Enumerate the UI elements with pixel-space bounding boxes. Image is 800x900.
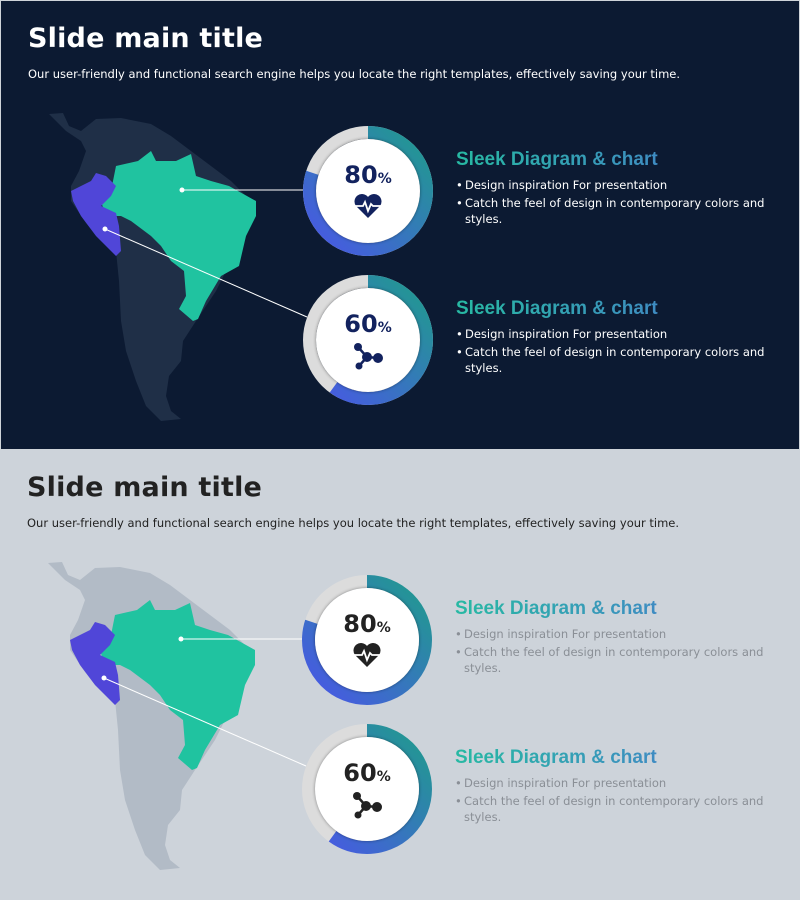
heart-pulse-icon bbox=[353, 643, 381, 667]
percent-value: 80% bbox=[343, 610, 391, 638]
progress-ring-track bbox=[302, 575, 432, 705]
bullet-item: Catch the feel of design in contemporary… bbox=[455, 644, 775, 676]
marker-dot-peru bbox=[102, 226, 108, 232]
south-america-map bbox=[48, 562, 307, 870]
peru-shape bbox=[71, 173, 121, 256]
info-heading: Sleek Diagram & chart bbox=[456, 298, 776, 320]
bullet-item: Catch the feel of design in contemporary… bbox=[456, 344, 776, 376]
progress-ring-center: 80% bbox=[316, 139, 420, 243]
progress-ring: 80% bbox=[303, 126, 433, 256]
info-heading: Sleek Diagram & chart bbox=[455, 598, 775, 620]
progress-ring-fill bbox=[302, 724, 432, 854]
slide-1: Slide main title Our user-friendly and f… bbox=[0, 0, 800, 450]
south-america-map bbox=[49, 113, 308, 421]
brazil-shape bbox=[101, 151, 256, 321]
percent-value: 80% bbox=[344, 161, 392, 189]
progress-ring-fill bbox=[303, 275, 433, 405]
slide-subtitle: Our user-friendly and functional search … bbox=[28, 67, 681, 81]
bullet-list: Design inspiration For presentation Catch… bbox=[456, 326, 776, 376]
bullet-item: Design inspiration For presentation bbox=[456, 326, 776, 342]
connector-line-peru bbox=[103, 677, 307, 767]
percent-value: 60% bbox=[344, 310, 392, 338]
peru-shape bbox=[70, 622, 120, 705]
info-block: Sleek Diagram & chart Design inspiration… bbox=[456, 298, 776, 378]
slide-title: Slide main title bbox=[27, 472, 263, 503]
progress-ring: 80% bbox=[302, 575, 432, 705]
molecule-icon bbox=[354, 343, 383, 370]
slide-subtitle: Our user-friendly and functional search … bbox=[27, 516, 680, 530]
slide-title: Slide main title bbox=[28, 23, 264, 54]
info-heading: Sleek Diagram & chart bbox=[456, 149, 776, 171]
progress-ring: 60% bbox=[303, 275, 433, 405]
progress-ring-fill bbox=[303, 126, 433, 256]
connector-line-peru bbox=[104, 228, 308, 318]
bullet-item: Catch the feel of design in contemporary… bbox=[455, 793, 775, 825]
slide-2: Slide main title Our user-friendly and f… bbox=[0, 450, 800, 900]
info-block: Sleek Diagram & chart Design inspiration… bbox=[455, 598, 775, 678]
bullet-item: Design inspiration For presentation bbox=[456, 177, 776, 193]
bullet-item: Design inspiration For presentation bbox=[455, 775, 775, 791]
progress-ring-fill bbox=[302, 575, 432, 705]
progress-ring-center: 80% bbox=[315, 588, 419, 692]
progress-ring-center: 60% bbox=[316, 288, 420, 392]
progress-ring-track bbox=[303, 275, 433, 405]
bullet-item: Design inspiration For presentation bbox=[455, 626, 775, 642]
info-heading: Sleek Diagram & chart bbox=[455, 747, 775, 769]
progress-ring-center: 60% bbox=[315, 737, 419, 841]
heart-pulse-icon bbox=[354, 194, 382, 218]
progress-ring: 60% bbox=[302, 724, 432, 854]
progress-ring-track bbox=[302, 724, 432, 854]
brazil-shape bbox=[100, 600, 255, 770]
bullet-list: Design inspiration For presentation Catch… bbox=[455, 626, 775, 676]
bullet-list: Design inspiration For presentation Catch… bbox=[455, 775, 775, 825]
molecule-icon bbox=[353, 792, 382, 819]
info-block: Sleek Diagram & chart Design inspiration… bbox=[456, 149, 776, 229]
marker-dot-peru bbox=[101, 675, 107, 681]
bullet-list: Design inspiration For presentation Catch… bbox=[456, 177, 776, 227]
info-block: Sleek Diagram & chart Design inspiration… bbox=[455, 747, 775, 827]
percent-value: 60% bbox=[343, 759, 391, 787]
bullet-item: Catch the feel of design in contemporary… bbox=[456, 195, 776, 227]
progress-ring-track bbox=[303, 126, 433, 256]
marker-dot-brazil bbox=[179, 187, 185, 193]
marker-dot-brazil bbox=[178, 636, 184, 642]
